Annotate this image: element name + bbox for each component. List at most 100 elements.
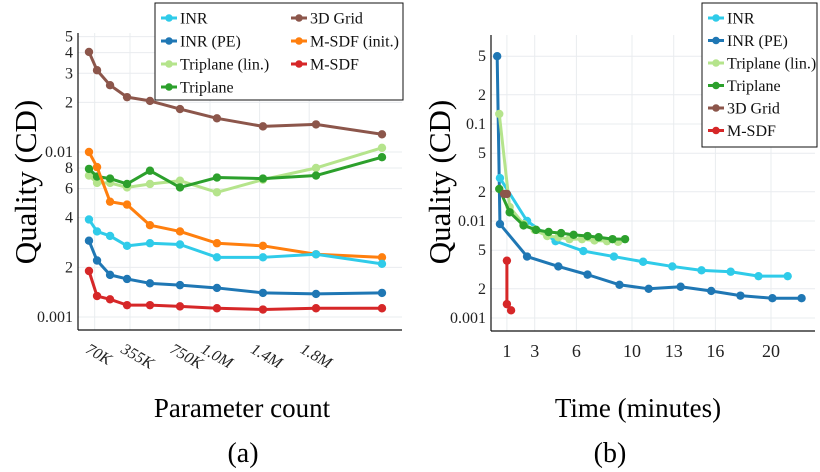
x-tick-label: 70K (83, 341, 116, 370)
series-line-m-sdf (87, 270, 382, 312)
legend-label: INR (727, 11, 755, 28)
data-point-inr (92, 227, 102, 236)
y-tick-label: 0.001 (450, 310, 486, 327)
data-point-inr-pe (615, 280, 624, 289)
legend-item-triplane: Triplane (161, 80, 234, 97)
x-tick-label: 1 (502, 341, 511, 361)
legend-swatch-marker (165, 37, 173, 45)
data-point-inr-pe (311, 289, 321, 299)
legend-label: 3D Grid (310, 11, 363, 28)
legend-label: M-SDF (init.) (310, 34, 399, 51)
data-point-inr-pe (676, 282, 685, 291)
legend-label: Triplane (lin.) (180, 57, 269, 74)
data-point-inr-pe (145, 279, 155, 288)
data-point-inr (105, 231, 115, 241)
data-point-3d-grid (145, 96, 155, 106)
series-line-m-sdf-init (87, 151, 383, 259)
series-line-inr (87, 218, 383, 266)
x-tick-label: 1.0M (198, 341, 237, 373)
y-tick-label: 3 (65, 65, 73, 82)
legend-item-3d-grid: 3D Grid (708, 101, 780, 118)
data-point-m-sdf (84, 266, 94, 276)
y-tick-label: 5 (478, 145, 486, 162)
y-tick-label: 2 (478, 281, 486, 298)
legend-item-m-sdf-init: M-SDF (init.) (291, 34, 399, 51)
data-point-triplane (608, 234, 617, 244)
data-point-inr-pe (105, 270, 115, 280)
legend-swatch-marker (295, 14, 303, 22)
data-point-triplane (583, 231, 592, 241)
caption-a: (a) (227, 438, 258, 469)
data-point-m-sdf (377, 304, 387, 313)
data-point-triplane-lin (92, 178, 102, 188)
data-point-triplane-lin (212, 188, 222, 197)
x-axis-label-a: Parameter count (154, 393, 331, 423)
data-point-inr-pe (495, 219, 505, 229)
legend-box (154, 2, 404, 101)
legend-swatch-marker (295, 37, 303, 45)
y-tick-label: 0.01 (45, 144, 73, 161)
data-point-m-sdf-init (377, 253, 387, 262)
data-point-3d-grid (258, 122, 268, 131)
legend-b: INR INR (PE) Triplane (lin.) Triplane 3D Gri… (701, 2, 818, 148)
legend-swatch-marker (165, 14, 173, 22)
data-point-triplane (212, 173, 222, 182)
legend-item-m-sdf: M-SDF (291, 57, 359, 74)
series-line-triplane (87, 155, 383, 189)
data-point-inr (122, 241, 132, 251)
legend-label: M-SDF (727, 123, 776, 140)
data-point-3d-grid (84, 47, 94, 57)
x-tick-label: 750K (167, 341, 207, 374)
legend-swatch-marker (712, 104, 720, 112)
y-tick-label: 8 (65, 160, 73, 177)
data-point-3d-grid (377, 130, 387, 139)
data-point-inr (783, 271, 792, 281)
legend-a: INR 3D Grid INR (PE) M-SDF (init.) Triplane … (154, 2, 404, 101)
data-point-triplane-lin (84, 171, 94, 180)
data-point-inr-pe (212, 283, 222, 293)
data-point-inr (754, 271, 763, 281)
data-point-inr-pe (797, 294, 806, 303)
data-point-inr-pe (258, 288, 268, 298)
y-axis-label-b: Quality (CD) (422, 100, 457, 264)
legend-label: INR (PE) (180, 34, 241, 51)
x-tick-label: 1.4M (248, 341, 287, 373)
data-point-triplane (84, 164, 94, 174)
x-axis-label-b: Time (minutes) (555, 393, 721, 423)
legend-swatch-marker (165, 83, 173, 91)
data-point-inr-pe (492, 51, 502, 61)
data-point-triplane-lin (311, 163, 321, 173)
legend-box (701, 2, 818, 148)
series-line-3d-grid (87, 51, 383, 136)
data-point-inr (609, 252, 619, 261)
data-point-inr (638, 257, 648, 266)
legend-item-inr: INR (161, 11, 208, 28)
y-tick-label: 6 (65, 181, 73, 198)
data-point-inr-pe (707, 286, 716, 296)
x-tick-label: 16 (706, 341, 724, 361)
legend-swatch-marker (165, 60, 173, 68)
legend-label: Triplane (180, 80, 234, 97)
legend-swatch-marker (712, 59, 720, 67)
data-point-m-sdf (122, 300, 132, 310)
data-point-m-sdf (145, 300, 155, 310)
data-point-m-sdf (258, 305, 268, 314)
data-point-m-sdf-init (175, 227, 185, 236)
legend-swatch-marker (712, 36, 720, 45)
data-point-triplane (556, 228, 566, 238)
data-point-triplane (505, 208, 514, 217)
data-point-3d-grid (502, 189, 512, 199)
series-line-inr-pe (495, 56, 802, 300)
data-point-inr-pe (84, 236, 94, 245)
data-point-3d-grid (212, 114, 222, 123)
data-point-inr (145, 239, 155, 248)
data-point-m-sdf-init (105, 197, 115, 206)
x-tick-label: 1.8M (297, 341, 336, 373)
data-point-inr (175, 240, 185, 249)
data-point-triplane (531, 225, 541, 235)
data-point-m-sdf (175, 302, 185, 311)
data-point-m-sdf-init (212, 239, 222, 248)
y-tick-label: 0.001 (37, 309, 73, 326)
y-tick-label: 2 (478, 184, 486, 201)
